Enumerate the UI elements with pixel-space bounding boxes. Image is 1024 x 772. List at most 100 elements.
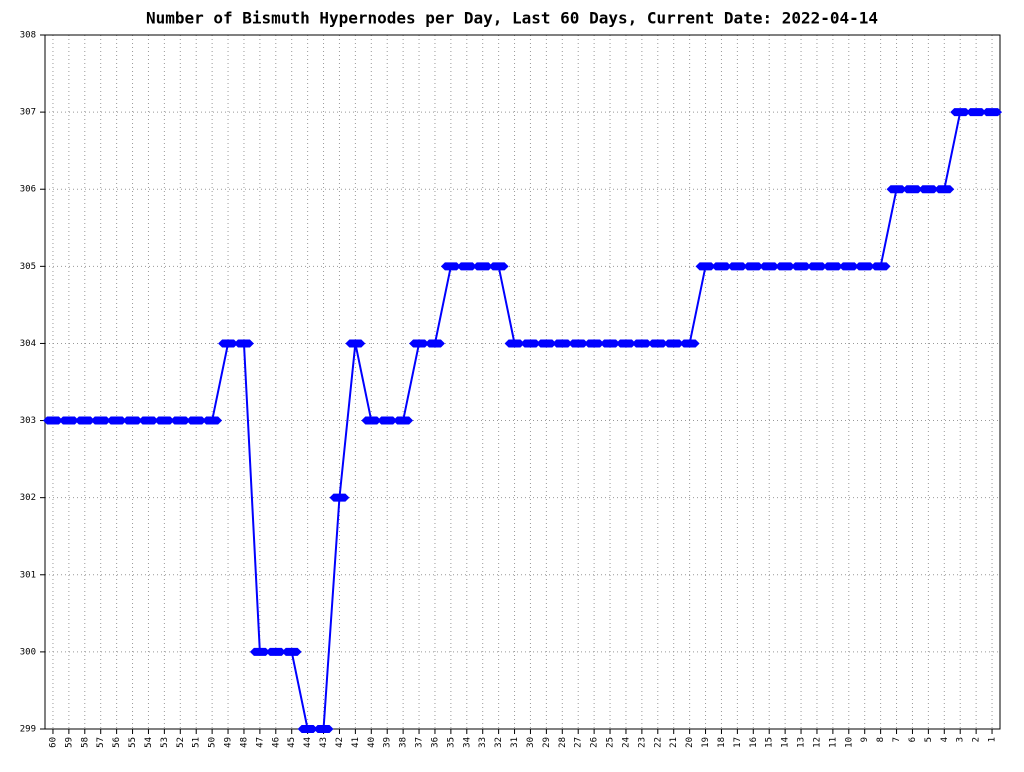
x-tick-label: 6 bbox=[908, 737, 918, 742]
step-marker bbox=[695, 262, 716, 271]
plot-frame bbox=[44, 34, 1001, 730]
x-tick-label: 13 bbox=[797, 737, 807, 748]
step-marker bbox=[377, 416, 398, 425]
x-tick-label: 18 bbox=[717, 737, 727, 748]
step-marker bbox=[297, 725, 318, 733]
step-marker bbox=[218, 339, 238, 348]
x-tick-label: 27 bbox=[574, 737, 584, 748]
step-marker bbox=[711, 262, 732, 271]
y-tick-label: 306 bbox=[20, 185, 36, 195]
step-marker bbox=[982, 108, 1002, 117]
x-tick-label: 52 bbox=[176, 737, 186, 748]
x-tick-label: 20 bbox=[685, 737, 695, 748]
x-tick-label: 39 bbox=[383, 737, 393, 748]
chart-title: Number of Bismuth Hypernodes per Day, La… bbox=[146, 9, 878, 28]
step-marker bbox=[249, 647, 270, 656]
step-marker bbox=[568, 339, 589, 348]
step-marker bbox=[536, 339, 557, 348]
x-tick-label: 30 bbox=[526, 737, 536, 748]
x-tick-label: 12 bbox=[812, 737, 822, 748]
step-marker bbox=[759, 262, 780, 271]
step-marker bbox=[90, 416, 111, 425]
x-tick-label: 44 bbox=[303, 737, 313, 748]
step-marker bbox=[838, 262, 859, 271]
x-tick-label: 50 bbox=[208, 737, 218, 748]
step-marker bbox=[966, 108, 987, 117]
x-tick-label: 4 bbox=[940, 737, 950, 742]
x-tick-label: 48 bbox=[239, 737, 249, 748]
y-tick-label: 303 bbox=[20, 416, 36, 426]
step-marker bbox=[58, 416, 79, 425]
x-tick-label: 33 bbox=[478, 737, 488, 748]
step-marker bbox=[647, 339, 668, 348]
step-marker bbox=[616, 339, 636, 348]
x-tick-label: 35 bbox=[446, 737, 456, 748]
x-tick-label: 26 bbox=[590, 737, 600, 748]
step-marker bbox=[743, 262, 764, 271]
y-tick-label: 308 bbox=[20, 31, 36, 41]
x-tick-label: 11 bbox=[828, 737, 838, 748]
x-tick-label: 43 bbox=[319, 737, 329, 748]
step-marker bbox=[202, 416, 223, 425]
step-marker bbox=[902, 185, 923, 194]
step-marker bbox=[170, 416, 191, 425]
step-marker bbox=[822, 262, 843, 271]
y-tick-label: 302 bbox=[20, 493, 36, 503]
step-marker bbox=[265, 647, 286, 656]
x-tick-label: 51 bbox=[192, 737, 202, 748]
x-tick-label: 24 bbox=[621, 737, 631, 748]
step-marker bbox=[456, 262, 477, 271]
x-tick-label: 5 bbox=[924, 737, 934, 742]
x-tick-label: 58 bbox=[80, 737, 90, 748]
step-marker bbox=[122, 416, 143, 425]
x-tick-label: 60 bbox=[48, 737, 58, 748]
x-tick-label: 28 bbox=[558, 737, 568, 748]
step-marker bbox=[425, 339, 445, 348]
step-marker bbox=[870, 262, 891, 271]
x-tick-label: 15 bbox=[765, 737, 775, 748]
step-marker bbox=[440, 262, 461, 271]
step-marker bbox=[488, 262, 509, 271]
x-tick-label: 37 bbox=[415, 737, 425, 748]
x-tick-label: 21 bbox=[669, 737, 679, 748]
x-tick-label: 46 bbox=[271, 737, 281, 748]
x-tick-label: 57 bbox=[96, 737, 106, 748]
step-marker bbox=[409, 339, 429, 348]
x-tick-label: 22 bbox=[653, 737, 663, 748]
y-tick-label: 304 bbox=[20, 339, 36, 349]
x-tick-label: 10 bbox=[844, 737, 854, 748]
step-marker bbox=[361, 416, 382, 425]
x-tick-label: 14 bbox=[781, 737, 791, 748]
x-tick-label: 1 bbox=[988, 737, 998, 742]
step-marker bbox=[552, 339, 573, 348]
x-tick-label: 59 bbox=[64, 737, 74, 748]
step-marker bbox=[138, 416, 159, 425]
y-tick-label: 307 bbox=[20, 108, 36, 118]
x-tick-label: 9 bbox=[860, 737, 870, 742]
step-marker bbox=[791, 262, 811, 271]
x-tick-label: 7 bbox=[892, 737, 902, 742]
x-tick-label: 16 bbox=[749, 737, 759, 748]
x-tick-label: 40 bbox=[367, 737, 377, 748]
x-tick-label: 31 bbox=[510, 737, 520, 748]
step-marker bbox=[329, 493, 350, 502]
step-marker bbox=[886, 185, 907, 194]
x-tick-label: 41 bbox=[351, 737, 361, 748]
step-marker bbox=[631, 339, 652, 348]
step-marker bbox=[393, 416, 414, 425]
x-tick-label: 55 bbox=[128, 737, 138, 748]
step-marker bbox=[234, 339, 254, 348]
x-tick-label: 29 bbox=[542, 737, 552, 748]
step-marker bbox=[504, 339, 525, 348]
step-marker bbox=[281, 647, 302, 656]
y-tick-label: 300 bbox=[20, 647, 36, 657]
step-marker bbox=[186, 416, 207, 425]
x-tick-label: 42 bbox=[335, 737, 345, 748]
step-marker bbox=[74, 416, 95, 425]
x-tick-label: 32 bbox=[494, 737, 504, 748]
step-marker bbox=[950, 108, 971, 117]
x-tick-label: 3 bbox=[956, 737, 966, 742]
x-tick-label: 34 bbox=[462, 737, 472, 748]
step-marker bbox=[520, 339, 541, 348]
